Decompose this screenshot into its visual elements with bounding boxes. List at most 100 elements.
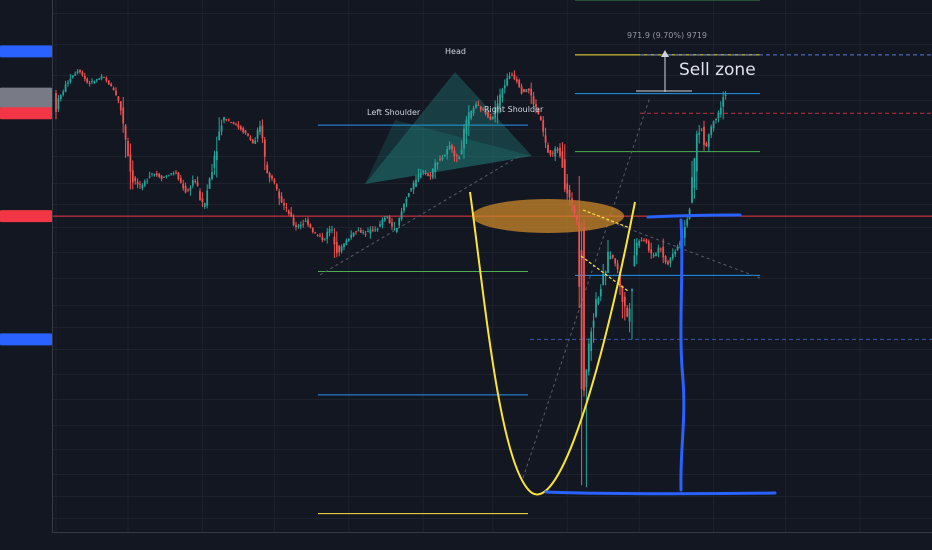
candle-body [297,225,300,227]
candle-body [513,74,516,80]
candle-body [328,228,331,233]
candle-body [635,242,638,256]
candle-body [645,239,648,243]
candle-body [295,224,297,227]
candle-body [170,173,173,175]
candle-body [215,151,218,161]
candle-body [633,255,636,267]
candle-body [465,119,468,134]
candle-body [551,152,554,154]
candle-body [722,97,725,107]
candle-body [395,227,398,232]
measure-arrow-head [661,50,669,57]
target-top-line [646,213,742,219]
candle-body [467,112,470,125]
candle-body [93,81,96,84]
trend-dashed-line [599,217,761,279]
candle-body [76,71,79,73]
candle-body [153,174,156,175]
candle-body [686,219,689,226]
candle-body [189,187,192,191]
candle-body [187,189,189,191]
candle-body [242,128,245,133]
candle-body [439,159,441,160]
candle-body [436,162,439,165]
candle-body [314,232,317,234]
candle-body [275,184,278,190]
price-badge [0,95,52,108]
measure-label: 971.9 (9.70%) 9719 [627,31,707,40]
candle-body [134,177,137,182]
candle-body [655,253,657,256]
head-label: Head [445,47,466,56]
candle-body [398,218,401,226]
candle-body [542,120,545,132]
sell-zone-label: Sell zone [679,60,756,80]
fib-trend-line [522,96,651,479]
candle-body [316,234,319,236]
price-axis[interactable] [0,45,52,346]
candle-body [583,227,585,391]
candle-body [441,157,444,160]
candle-body [671,253,674,259]
candle-body [371,229,374,232]
candle-body [179,178,182,183]
candle-body [309,224,312,228]
candle-body [499,94,501,107]
candle-body [647,241,650,251]
candle-body [712,121,715,129]
candle-body [403,204,405,211]
candle-body [494,107,497,118]
candle-body [405,199,408,204]
candle-body [261,125,264,139]
candle-body [691,177,693,203]
candle-body [227,119,230,121]
candle-body [319,235,321,237]
candle-body [299,224,302,227]
candle-body [527,88,530,91]
candle-body [59,94,62,99]
cup-curve [469,191,636,496]
candle-body [616,263,619,270]
candle-body [547,144,549,153]
candle-body [129,154,132,172]
candle-body [700,129,703,131]
candle-body [451,145,453,150]
candle-body [158,173,161,177]
candle-body [95,79,98,81]
candle-body [69,78,72,82]
candle-body [705,143,708,146]
candle-body [268,172,271,178]
candle-body [230,122,233,123]
candle-body [484,111,487,115]
candle-body [568,189,571,198]
candle-body [561,151,564,168]
candle-body [525,89,528,93]
candle-body [91,81,93,83]
candle-body [247,133,249,136]
candle-body [676,246,679,250]
candle-body [367,231,369,233]
candle-body [266,164,269,174]
candle-body [628,308,631,322]
candle-body [62,91,65,95]
candle-body [141,184,144,189]
candle-body [304,220,307,222]
candle-body [667,261,669,265]
candle-body [650,249,653,254]
candle-body [453,150,456,157]
candle-body [611,254,614,258]
candle-body [182,183,185,189]
candle-body [511,74,513,76]
candle-body [175,172,177,174]
candle-body [503,85,506,89]
candle-body [683,226,686,238]
candle-body [674,251,677,255]
candle-body [597,297,600,304]
price-axis-background [0,0,52,532]
resistance-zone-ellipse [472,199,624,233]
candle-body [482,108,485,110]
candle-body [715,118,717,121]
cup-bottom-line [544,490,777,496]
